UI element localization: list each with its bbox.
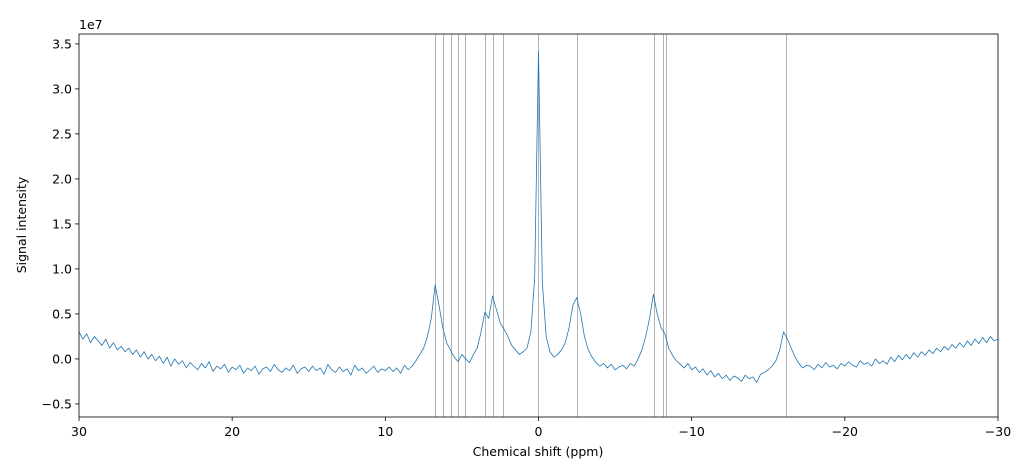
x-tick-label: 0 xyxy=(535,424,543,439)
y-tick-label: 1.0 xyxy=(52,261,72,276)
x-axis-label: Chemical shift (ppm) xyxy=(473,444,604,459)
y-tick-label: 2.0 xyxy=(52,171,72,186)
y-tick-label: 3.0 xyxy=(52,81,72,96)
y-tick-label: 0.5 xyxy=(52,306,72,321)
y-axis-label: Signal intensity xyxy=(14,176,29,273)
x-tick-label: 10 xyxy=(377,424,393,439)
x-tick-label: −30 xyxy=(985,424,1011,439)
x-tick-label: −10 xyxy=(678,424,704,439)
y-tick-label: −0.5 xyxy=(42,396,72,411)
y-tick-label: 3.5 xyxy=(52,36,72,51)
y-tick-label: 2.5 xyxy=(52,126,72,141)
x-tick-label: 20 xyxy=(224,424,240,439)
y-tick-label: 1.5 xyxy=(52,216,72,231)
x-tick-label: −20 xyxy=(832,424,858,439)
spectrum-line xyxy=(78,50,999,383)
y-offset-label: 1e7 xyxy=(79,17,103,32)
y-tick-label: 0.0 xyxy=(52,351,72,366)
x-tick-label: 30 xyxy=(71,424,87,439)
